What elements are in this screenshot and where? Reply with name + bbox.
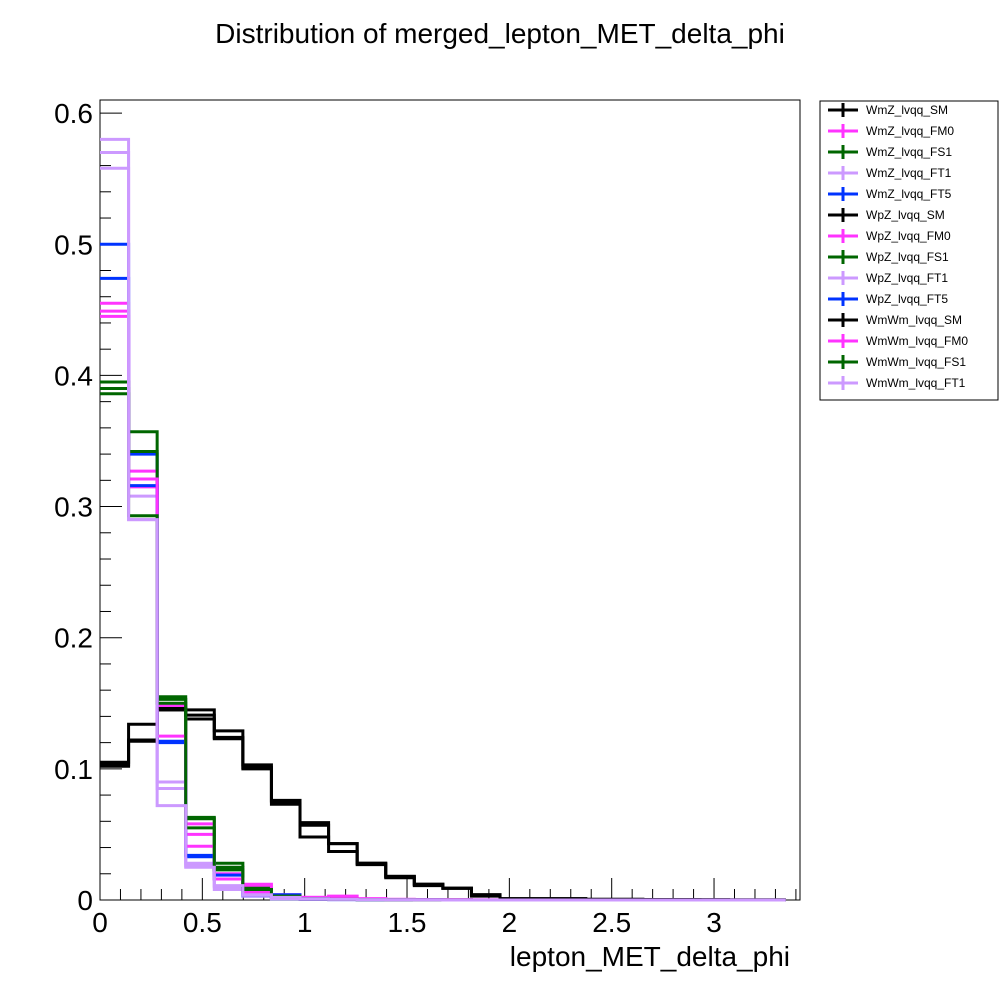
chart-title: Distribution of merged_lepton_MET_delta_…: [215, 18, 785, 49]
x-tick-label: 0.5: [183, 907, 222, 938]
legend-label: WpZ_lvqq_FT1: [866, 271, 948, 285]
x-tick-label: 1.5: [388, 907, 427, 938]
legend-item-wpz-lvqq-fm0: WpZ_lvqq_FM0: [828, 229, 951, 243]
legend-label: WmWm_lvqq_FT1: [866, 376, 966, 390]
y-tick-label: 0.1: [54, 754, 93, 785]
legend-item-wmwm-lvqq-fm0: WmWm_lvqq_FM0: [828, 334, 968, 348]
series-layer: [100, 137, 786, 902]
x-tick-label: 1: [297, 907, 313, 938]
y-tick-label: 0.3: [54, 492, 93, 523]
x-tick-label: 2: [502, 907, 518, 938]
x-tick-label: 2.5: [592, 907, 631, 938]
legend-label: WpZ_lvqq_FT5: [866, 292, 948, 306]
legend-item-wpz-lvqq-sm: WpZ_lvqq_SM: [828, 208, 945, 222]
legend-label: WpZ_lvqq_FM0: [866, 229, 951, 243]
legend-label: WpZ_lvqq_FS1: [866, 250, 949, 264]
legend-item-wpz-lvqq-ft1: WpZ_lvqq_FT1: [828, 271, 948, 285]
legend-item-wmz-lvqq-fm0: WmZ_lvqq_FM0: [828, 124, 954, 138]
y-tick-label: 0.5: [54, 229, 93, 260]
legend-label: WmWm_lvqq_FM0: [866, 334, 968, 348]
legend-label: WmWm_lvqq_SM: [866, 313, 962, 327]
legend-item-wmz-lvqq-sm: WmZ_lvqq_SM: [828, 103, 948, 117]
legend-label: WmZ_lvqq_FT1: [866, 166, 952, 180]
tick-labels: 0 0.5 1 1.5 2 2.5 3 0 0.1 0.2 0.3 0.4 0.5 0.6: [54, 98, 722, 938]
legend-label: WmWm_lvqq_FS1: [866, 355, 966, 369]
legend-item-wmwm-lvqq-ft1: WmWm_lvqq_FT1: [828, 376, 966, 390]
legend-item-wmz-lvqq-ft1: WmZ_lvqq_FT1: [828, 166, 952, 180]
legend-label: WmZ_lvqq_FT5: [866, 187, 952, 201]
legend-item-wpz-lvqq-ft5: WpZ_lvqq_FT5: [828, 292, 948, 306]
x-tick-label: 0: [92, 907, 108, 938]
legend-label: WmZ_lvqq_FS1: [866, 145, 952, 159]
legend-item-wmwm-lvqq-sm: WmWm_lvqq_SM: [828, 313, 962, 327]
legend-item-wpz-lvqq-fs1: WpZ_lvqq_FS1: [828, 250, 949, 264]
y-tick-label: 0.4: [54, 360, 93, 391]
y-tick-label: 0.2: [54, 623, 93, 654]
y-tick-label: 0.6: [54, 98, 93, 129]
x-tick-label: 3: [706, 907, 722, 938]
legend-item-wmwm-lvqq-fs1: WmWm_lvqq_FS1: [828, 355, 966, 369]
x-axis-label: lepton_MET_delta_phi: [510, 941, 790, 972]
legend-item-wmz-lvqq-fs1: WmZ_lvqq_FS1: [828, 145, 952, 159]
legend-item-wmz-lvqq-ft5: WmZ_lvqq_FT5: [828, 187, 952, 201]
legend-label: WpZ_lvqq_SM: [866, 208, 945, 222]
series-line-wmwm-lvqq-ft1: [100, 166, 786, 902]
y-tick-label: 0: [77, 885, 93, 916]
legend: WmZ_lvqq_SM WmZ_lvqq_FM0 WmZ_lvqq_FS1 WmZ_l…: [819, 100, 999, 401]
legend-label: WmZ_lvqq_SM: [866, 103, 948, 117]
legend-label: WmZ_lvqq_FM0: [866, 124, 954, 138]
